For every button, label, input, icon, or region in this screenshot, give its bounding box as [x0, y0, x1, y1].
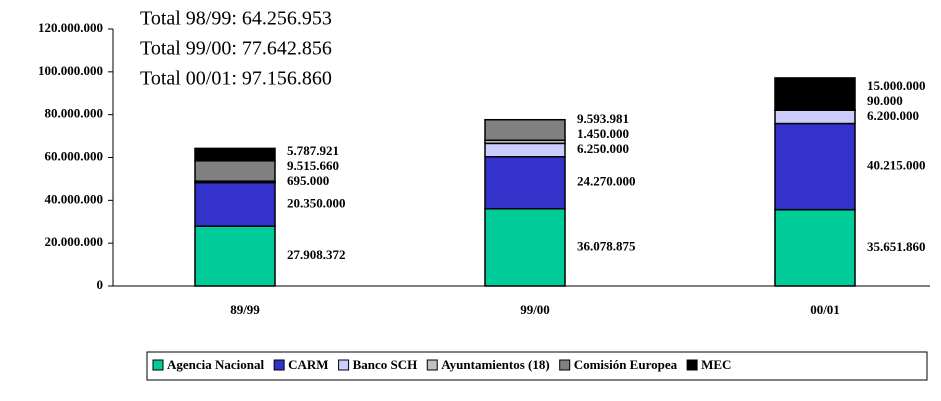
legend-label: CARM	[288, 357, 328, 372]
legend-swatch	[426, 359, 438, 371]
bar-segment	[484, 156, 566, 210]
legend-label: Banco SCH	[353, 357, 418, 372]
value-label: 6.200.000	[867, 108, 919, 123]
legend-swatch	[559, 359, 571, 371]
bar-segment	[774, 77, 856, 111]
x-tick-label: 99/00	[520, 302, 550, 317]
legend-label: Comisión Europea	[574, 357, 678, 372]
legend-label: Agencia Nacional	[167, 357, 265, 372]
legend-label: Ayuntamientos (18)	[441, 357, 549, 372]
legend-swatch	[152, 359, 164, 371]
bar-segment	[194, 160, 276, 182]
x-tick-label: 89/99	[230, 302, 260, 317]
annotation: Total 00/01: 97.156.860	[140, 68, 332, 90]
value-label: 6.250.000	[577, 141, 629, 156]
value-label: 90.000	[867, 93, 903, 108]
legend-box	[146, 351, 928, 381]
y-tick-label: 20.000.000	[45, 234, 104, 249]
bar-segment	[194, 181, 276, 227]
legend-swatch	[686, 359, 698, 371]
bar-segment	[484, 207, 566, 287]
value-label: 36.078.875	[577, 238, 636, 253]
bar-segment	[774, 109, 856, 125]
value-label: 27.908.372	[287, 247, 346, 262]
value-label: 40.215.000	[867, 158, 926, 173]
value-label: 1.450.000	[577, 126, 629, 141]
annotation: Total 99/00: 77.642.856	[140, 38, 332, 60]
bar-segment	[194, 147, 276, 162]
bar-segment	[484, 142, 566, 158]
y-tick-label: 40.000.000	[45, 191, 104, 206]
legend-swatch	[338, 359, 350, 371]
value-label: 15.000.000	[867, 78, 926, 93]
value-label: 35.651.860	[867, 239, 926, 254]
bar-segment	[774, 122, 856, 211]
bar-segment	[194, 225, 276, 287]
y-tick-label: 0	[97, 277, 104, 292]
bar-segment	[774, 208, 856, 287]
y-tick-label: 120.000.000	[38, 20, 103, 35]
bar-segment	[484, 118, 566, 142]
value-label: 24.270.000	[577, 174, 636, 189]
annotation: Total 98/99: 64.256.953	[140, 8, 332, 30]
y-tick-label: 80.000.000	[45, 106, 104, 121]
value-label: 20.350.000	[287, 195, 346, 210]
y-tick-label: 60.000.000	[45, 148, 104, 163]
value-label: 5.787.921	[287, 143, 339, 158]
legend-label: MEC	[701, 357, 731, 372]
value-label: 695.000	[287, 173, 329, 188]
value-label: 9.515.660	[287, 158, 339, 173]
y-tick-label: 100.000.000	[38, 63, 103, 78]
value-label: 9.593.981	[577, 111, 629, 126]
legend-swatch	[273, 359, 285, 371]
x-tick-label: 00/01	[810, 302, 840, 317]
